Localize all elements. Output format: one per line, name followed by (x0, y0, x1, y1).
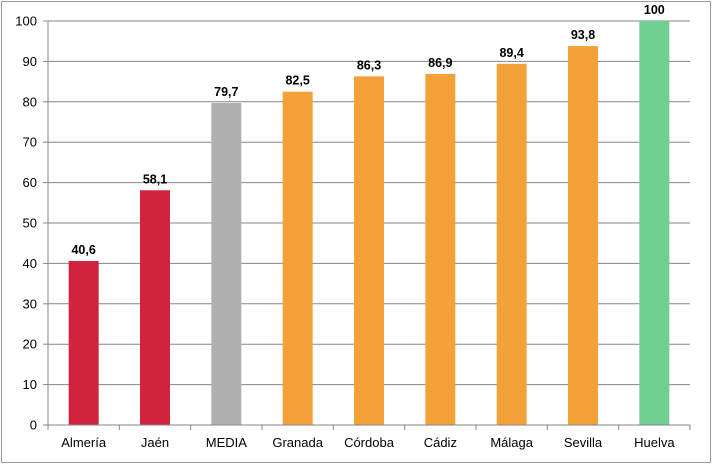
y-tick-label: 80 (23, 94, 37, 109)
x-tick-label: MEDIA (206, 435, 248, 450)
y-tick-label: 60 (23, 175, 37, 190)
bar-granada (282, 91, 313, 425)
y-tick-label: 20 (23, 337, 37, 352)
data-label: 93,8 (571, 28, 595, 42)
bar-sevilla (568, 46, 598, 425)
x-tick-label: Almería (61, 435, 107, 450)
data-label: 79,7 (214, 85, 238, 99)
x-tick-label: Córdoba (344, 435, 395, 450)
x-tick-label: Jaén (141, 435, 169, 450)
data-label: 89,4 (499, 46, 523, 60)
x-tick-label: Sevilla (564, 435, 603, 450)
y-tick-label: 30 (23, 296, 37, 311)
y-tick-label: 90 (23, 54, 37, 69)
data-label: 100 (644, 3, 665, 17)
x-tick-label: Huelva (634, 435, 675, 450)
data-labels: 40,6 58,1 79,7 82,5 86,3 86,9 89,4 93,8 100 (71, 3, 664, 257)
x-tick-label: Cádiz (424, 435, 457, 450)
bar-córdoba (354, 76, 384, 426)
y-tick-label: 70 (23, 135, 37, 150)
x-tick-label: Málaga (490, 435, 533, 450)
data-label: 86,9 (428, 56, 452, 70)
bars (68, 21, 670, 426)
y-tick-label: 40 (23, 256, 37, 271)
bar-almería (68, 260, 99, 425)
data-label: 58,1 (143, 172, 167, 186)
y-axis-ticks: 0 10 20 30 40 50 60 70 80 90 100 (15, 14, 48, 433)
bar-huelva (639, 21, 670, 425)
y-tick-label: 0 (30, 418, 37, 433)
bar-jaén (140, 190, 170, 425)
data-label: 86,3 (357, 58, 381, 72)
x-axis-ticks: Almería Jaén MEDIA Granada Córdoba Cádiz Málag… (47, 425, 691, 450)
data-label: 82,5 (285, 74, 309, 88)
y-tick-label: 10 (23, 377, 37, 392)
bar-media (211, 103, 242, 426)
y-tick-label: 100 (15, 14, 37, 29)
bar-cádiz (425, 73, 456, 425)
axes (47, 21, 690, 426)
x-tick-label: Granada (272, 435, 323, 450)
y-tick-label: 50 (23, 216, 37, 231)
data-label: 40,6 (71, 243, 95, 257)
bar-málaga (496, 63, 527, 425)
